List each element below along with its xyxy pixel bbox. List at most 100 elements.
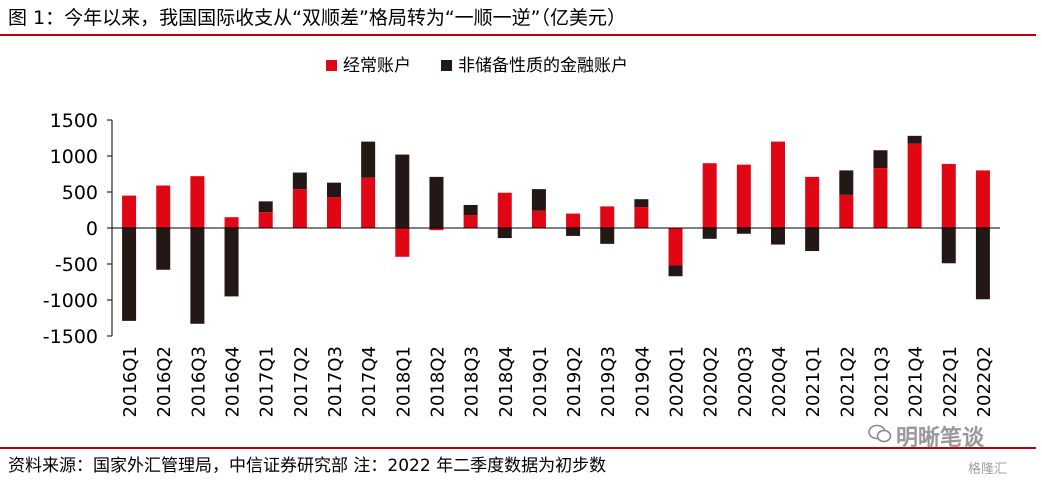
x-tick-label: 2018Q2 xyxy=(427,346,448,417)
bar-2017Q4-series-2 xyxy=(361,141,376,178)
bar-2021Q2-series-1 xyxy=(839,194,854,228)
bar-2016Q2-series-2 xyxy=(156,228,171,270)
legend-swatch-1 xyxy=(326,60,337,71)
bar-2019Q1-series-2 xyxy=(531,189,546,211)
bar-2018Q3-series-2 xyxy=(463,204,478,216)
x-tick-label: 2016Q3 xyxy=(188,346,209,417)
y-tick-label: 1000 xyxy=(50,146,98,168)
x-tick-label: 2022Q1 xyxy=(940,346,961,417)
source-note: 资料来源：国家外汇管理局，中信证券研究部 注：2022 年二季度数据为初步数 xyxy=(8,456,607,476)
x-tick-label: 2020Q1 xyxy=(667,346,688,417)
bar-2017Q2-series-1 xyxy=(292,189,307,228)
chart-title: 图 1：今年以来，我国国际收支从“双顺差”格局转为“一顺一逆”（亿美元） xyxy=(8,7,627,29)
bar-2016Q3-series-2 xyxy=(190,228,205,324)
bar-2016Q3-series-1 xyxy=(190,176,205,228)
bar-2019Q1-series-1 xyxy=(531,210,546,228)
bar-2016Q2-series-1 xyxy=(156,185,171,228)
bar-2017Q4-series-1 xyxy=(361,177,376,228)
x-tick-label: 2016Q4 xyxy=(223,346,244,417)
top-rule xyxy=(0,34,1036,36)
bar-2018Q2-series-2 xyxy=(429,176,444,228)
bar-2020Q2-series-2 xyxy=(702,228,717,239)
bar-2021Q1-series-2 xyxy=(805,228,820,252)
bar-2017Q3-series-1 xyxy=(327,197,341,228)
bar-2022Q2-series-2 xyxy=(975,228,990,300)
bar-2016Q4-series-1 xyxy=(224,217,239,228)
x-tick-label: 2019Q4 xyxy=(632,346,653,417)
x-tick-label: 2020Q4 xyxy=(769,346,790,417)
bar-2020Q1-series-1 xyxy=(668,228,683,266)
bar-2022Q1-series-1 xyxy=(941,163,956,228)
x-tick-label: 2021Q4 xyxy=(906,346,927,417)
watermark: 明晰笔谈 xyxy=(896,426,985,451)
x-tick-label: 2022Q2 xyxy=(974,346,995,417)
bar-2021Q3-series-2 xyxy=(873,150,888,169)
x-axis: 2016Q1 2016Q2 2016Q3 2016Q4 2017Q1 2017Q2 2017… xyxy=(112,227,1000,417)
x-tick-label: 2019Q2 xyxy=(564,346,585,417)
bar-2021Q1-series-1 xyxy=(805,176,820,228)
bar-2017Q3-series-2 xyxy=(327,182,341,198)
legend-label-1: 经常账户 xyxy=(343,56,411,76)
bar-2022Q2-series-1 xyxy=(975,170,990,228)
bar-2020Q2-series-1 xyxy=(702,163,717,228)
y-tick-label: 1500 xyxy=(50,110,98,132)
bar-2019Q4-series-1 xyxy=(634,207,649,228)
bar-2021Q4-series-2 xyxy=(907,135,922,144)
bar-2018Q3-series-1 xyxy=(463,215,478,228)
x-tick-label: 2017Q2 xyxy=(291,346,312,417)
bar-2017Q1-series-1 xyxy=(258,212,273,228)
bar-2019Q3-series-1 xyxy=(600,206,615,228)
x-tick-label: 2017Q1 xyxy=(257,346,278,417)
y-tick-label: 500 xyxy=(62,182,98,204)
y-axis: 1500 1000 500 0 -500 -1000 -1500 xyxy=(43,110,113,348)
bar-2019Q3-series-2 xyxy=(600,228,615,244)
bar-2021Q4-series-1 xyxy=(907,143,922,228)
bottom-rule xyxy=(0,447,1036,449)
x-tick-label: 2021Q1 xyxy=(803,346,824,417)
bar-2016Q4-series-2 xyxy=(224,228,239,297)
bar-2016Q1-series-1 xyxy=(122,195,137,228)
bar-2020Q1-series-2 xyxy=(668,265,683,277)
y-tick-label: -1000 xyxy=(43,290,98,312)
y-tick-label: -500 xyxy=(55,254,98,276)
bar-2019Q2-series-2 xyxy=(566,228,581,236)
x-tick-label: 2019Q1 xyxy=(530,346,551,417)
bar-2017Q1-series-2 xyxy=(258,201,273,213)
bar-2020Q4-series-1 xyxy=(771,141,785,228)
x-tick-label: 2016Q1 xyxy=(120,346,141,417)
legend-label-2: 非储备性质的金融账户 xyxy=(458,56,628,76)
y-tick-label: 0 xyxy=(86,218,98,240)
bar-2018Q1-series-2 xyxy=(395,154,410,228)
x-tick-label: 2017Q4 xyxy=(359,346,380,417)
bar-chart: 经常账户 非储备性质的金融账户 1500 1000 500 0 -500 -1000 -150… xyxy=(43,56,1000,417)
legend-swatch-2 xyxy=(441,60,452,71)
x-tick-label: 2020Q3 xyxy=(735,346,756,417)
bar-2019Q4-series-2 xyxy=(634,199,649,208)
bar-2022Q1-series-2 xyxy=(941,228,956,264)
bar-2019Q2-series-1 xyxy=(566,213,581,228)
x-tick-label: 2020Q2 xyxy=(701,346,722,417)
bar-2018Q1-series-1 xyxy=(395,228,410,257)
x-tick-label: 2021Q2 xyxy=(837,346,858,417)
x-tick-label: 2018Q4 xyxy=(496,346,517,417)
x-tick-label: 2016Q2 xyxy=(154,346,175,417)
bar-2017Q2-series-2 xyxy=(292,172,307,190)
x-tick-label: 2019Q3 xyxy=(598,346,619,417)
bar-2020Q3-series-2 xyxy=(736,228,751,234)
bars xyxy=(122,135,990,324)
x-tick-label: 2018Q3 xyxy=(462,346,483,417)
bar-2018Q4-series-2 xyxy=(497,228,512,239)
bar-2018Q2-series-1 xyxy=(429,228,444,231)
bar-2020Q3-series-1 xyxy=(736,164,751,228)
watermark-secondary: 格隆汇 xyxy=(968,462,1008,477)
bar-2020Q4-series-2 xyxy=(771,228,785,245)
legend: 经常账户 非储备性质的金融账户 xyxy=(326,56,628,76)
x-tick-label: 2021Q3 xyxy=(871,346,892,417)
bar-2021Q3-series-1 xyxy=(873,168,888,228)
wechat-icon xyxy=(868,424,892,443)
bar-2021Q2-series-2 xyxy=(839,170,854,195)
x-tick-label: 2017Q3 xyxy=(325,346,346,417)
y-tick-label: -1500 xyxy=(43,326,98,348)
bar-2016Q1-series-2 xyxy=(122,228,137,321)
x-tick-label: 2018Q1 xyxy=(393,346,414,417)
